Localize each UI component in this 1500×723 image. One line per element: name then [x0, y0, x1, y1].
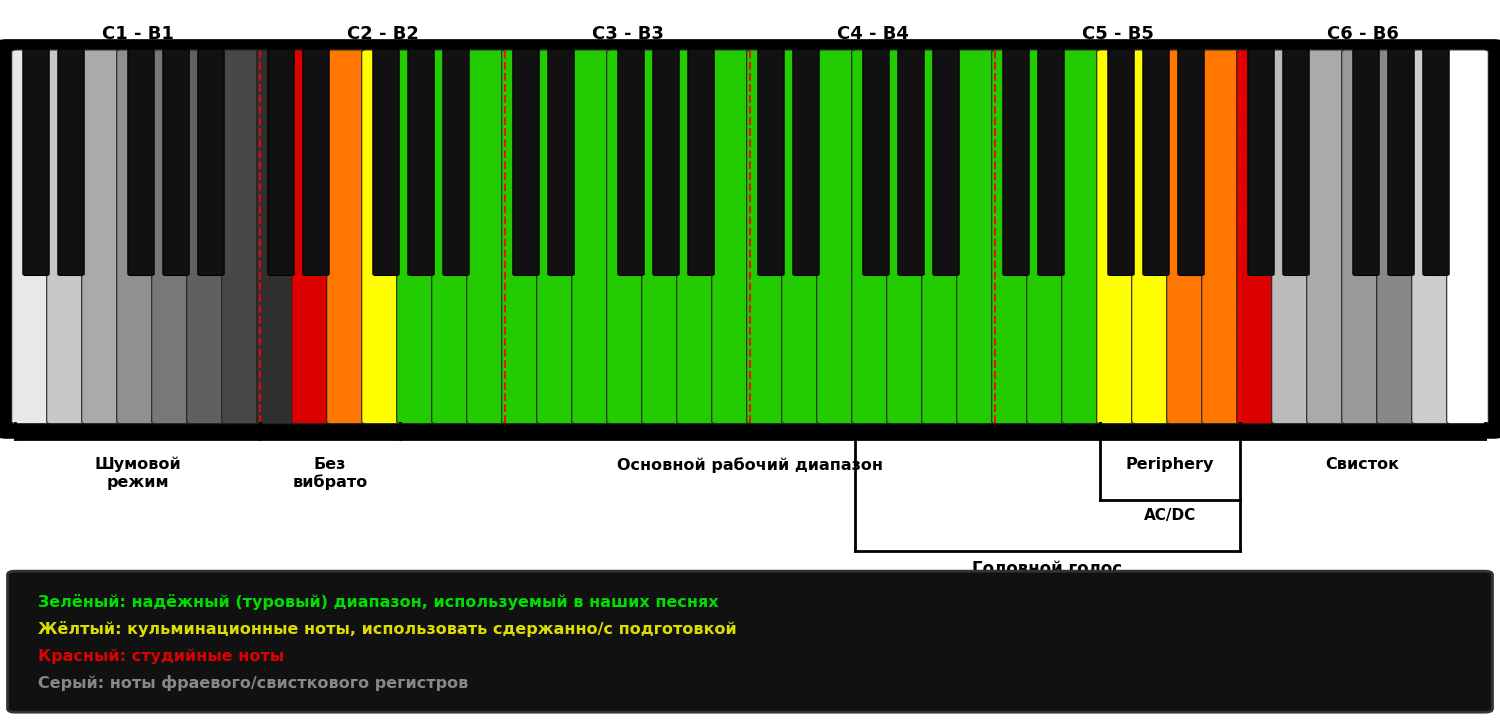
Text: C2 - B2: C2 - B2	[346, 25, 418, 43]
FancyBboxPatch shape	[164, 49, 189, 275]
FancyBboxPatch shape	[794, 49, 819, 275]
FancyBboxPatch shape	[1236, 50, 1278, 424]
FancyBboxPatch shape	[408, 49, 434, 275]
FancyBboxPatch shape	[256, 50, 298, 424]
FancyBboxPatch shape	[1272, 50, 1314, 424]
FancyBboxPatch shape	[862, 49, 889, 275]
FancyBboxPatch shape	[758, 49, 784, 275]
FancyBboxPatch shape	[537, 50, 579, 424]
FancyBboxPatch shape	[1306, 50, 1348, 424]
FancyBboxPatch shape	[816, 50, 858, 424]
FancyBboxPatch shape	[886, 50, 928, 424]
FancyBboxPatch shape	[362, 50, 404, 424]
FancyBboxPatch shape	[1248, 49, 1274, 275]
FancyBboxPatch shape	[548, 49, 574, 275]
FancyBboxPatch shape	[1412, 50, 1454, 424]
FancyBboxPatch shape	[1062, 50, 1104, 424]
FancyBboxPatch shape	[1178, 49, 1204, 275]
FancyBboxPatch shape	[327, 50, 369, 424]
FancyBboxPatch shape	[0, 42, 1500, 436]
FancyBboxPatch shape	[396, 50, 438, 424]
FancyBboxPatch shape	[46, 50, 88, 424]
FancyBboxPatch shape	[1353, 49, 1378, 275]
FancyBboxPatch shape	[466, 50, 509, 424]
FancyBboxPatch shape	[374, 49, 399, 275]
FancyBboxPatch shape	[268, 49, 294, 275]
Text: C3 - B3: C3 - B3	[591, 25, 663, 43]
FancyBboxPatch shape	[933, 49, 958, 275]
FancyBboxPatch shape	[291, 50, 333, 424]
Text: Серый: ноты фраевого/свисткового регистров: Серый: ноты фраевого/свисткового регистр…	[38, 675, 468, 691]
Text: C5 - B5: C5 - B5	[1082, 25, 1154, 43]
FancyBboxPatch shape	[12, 50, 54, 424]
FancyBboxPatch shape	[606, 50, 648, 424]
FancyBboxPatch shape	[128, 49, 154, 275]
FancyBboxPatch shape	[303, 49, 328, 275]
Text: Головной голос: Головной голос	[972, 560, 1122, 578]
Text: Красный: студийные ноты: Красный: студийные ноты	[38, 648, 284, 664]
FancyBboxPatch shape	[1131, 50, 1173, 424]
FancyBboxPatch shape	[442, 49, 470, 275]
FancyBboxPatch shape	[152, 50, 194, 424]
FancyBboxPatch shape	[222, 50, 264, 424]
FancyBboxPatch shape	[898, 49, 924, 275]
FancyBboxPatch shape	[8, 571, 1492, 712]
FancyBboxPatch shape	[747, 50, 789, 424]
FancyBboxPatch shape	[1108, 49, 1134, 275]
FancyBboxPatch shape	[642, 50, 684, 424]
Text: Основной рабочий диапазон: Основной рабочий диапазон	[616, 457, 884, 473]
Text: C1 - B1: C1 - B1	[102, 25, 174, 43]
FancyBboxPatch shape	[501, 50, 543, 424]
FancyBboxPatch shape	[1143, 49, 1168, 275]
FancyBboxPatch shape	[117, 50, 159, 424]
FancyBboxPatch shape	[186, 50, 228, 424]
FancyBboxPatch shape	[1377, 50, 1419, 424]
Text: Жёлтый: кульминационные ноты, использовать сдержанно/с подготовкой: Жёлтый: кульминационные ноты, использова…	[38, 621, 736, 637]
Text: Без
вибрато: Без вибрато	[292, 457, 368, 490]
Text: Зелёный: надёжный (туровый) диапазон, используемый в наших песнях: Зелёный: надёжный (туровый) диапазон, ис…	[38, 594, 718, 610]
FancyBboxPatch shape	[992, 50, 1033, 424]
FancyBboxPatch shape	[1282, 49, 1310, 275]
FancyBboxPatch shape	[1446, 50, 1488, 424]
FancyBboxPatch shape	[1202, 50, 1243, 424]
FancyBboxPatch shape	[572, 50, 614, 424]
FancyBboxPatch shape	[198, 49, 223, 275]
FancyBboxPatch shape	[921, 50, 963, 424]
FancyBboxPatch shape	[852, 50, 894, 424]
Text: C4 - B4: C4 - B4	[837, 25, 909, 43]
FancyBboxPatch shape	[81, 50, 123, 424]
FancyBboxPatch shape	[1026, 50, 1068, 424]
FancyBboxPatch shape	[711, 50, 753, 424]
FancyBboxPatch shape	[1004, 49, 1029, 275]
Text: Periphery: Periphery	[1126, 457, 1214, 472]
FancyBboxPatch shape	[676, 50, 718, 424]
FancyBboxPatch shape	[1341, 50, 1383, 424]
Text: Свисток: Свисток	[1326, 457, 1400, 472]
FancyBboxPatch shape	[58, 49, 84, 275]
FancyBboxPatch shape	[432, 50, 474, 424]
FancyBboxPatch shape	[22, 49, 50, 275]
FancyBboxPatch shape	[1167, 50, 1209, 424]
FancyBboxPatch shape	[1424, 49, 1449, 275]
Text: C6 - B6: C6 - B6	[1326, 25, 1398, 43]
FancyBboxPatch shape	[782, 50, 824, 424]
Text: Шумовой
режим: Шумовой режим	[94, 457, 182, 490]
FancyBboxPatch shape	[652, 49, 680, 275]
FancyBboxPatch shape	[1038, 49, 1064, 275]
FancyBboxPatch shape	[618, 49, 644, 275]
FancyBboxPatch shape	[1096, 50, 1138, 424]
FancyBboxPatch shape	[513, 49, 538, 275]
FancyBboxPatch shape	[688, 49, 714, 275]
FancyBboxPatch shape	[957, 50, 999, 424]
Text: AC/DC: AC/DC	[1144, 508, 1196, 523]
FancyBboxPatch shape	[1388, 49, 1414, 275]
